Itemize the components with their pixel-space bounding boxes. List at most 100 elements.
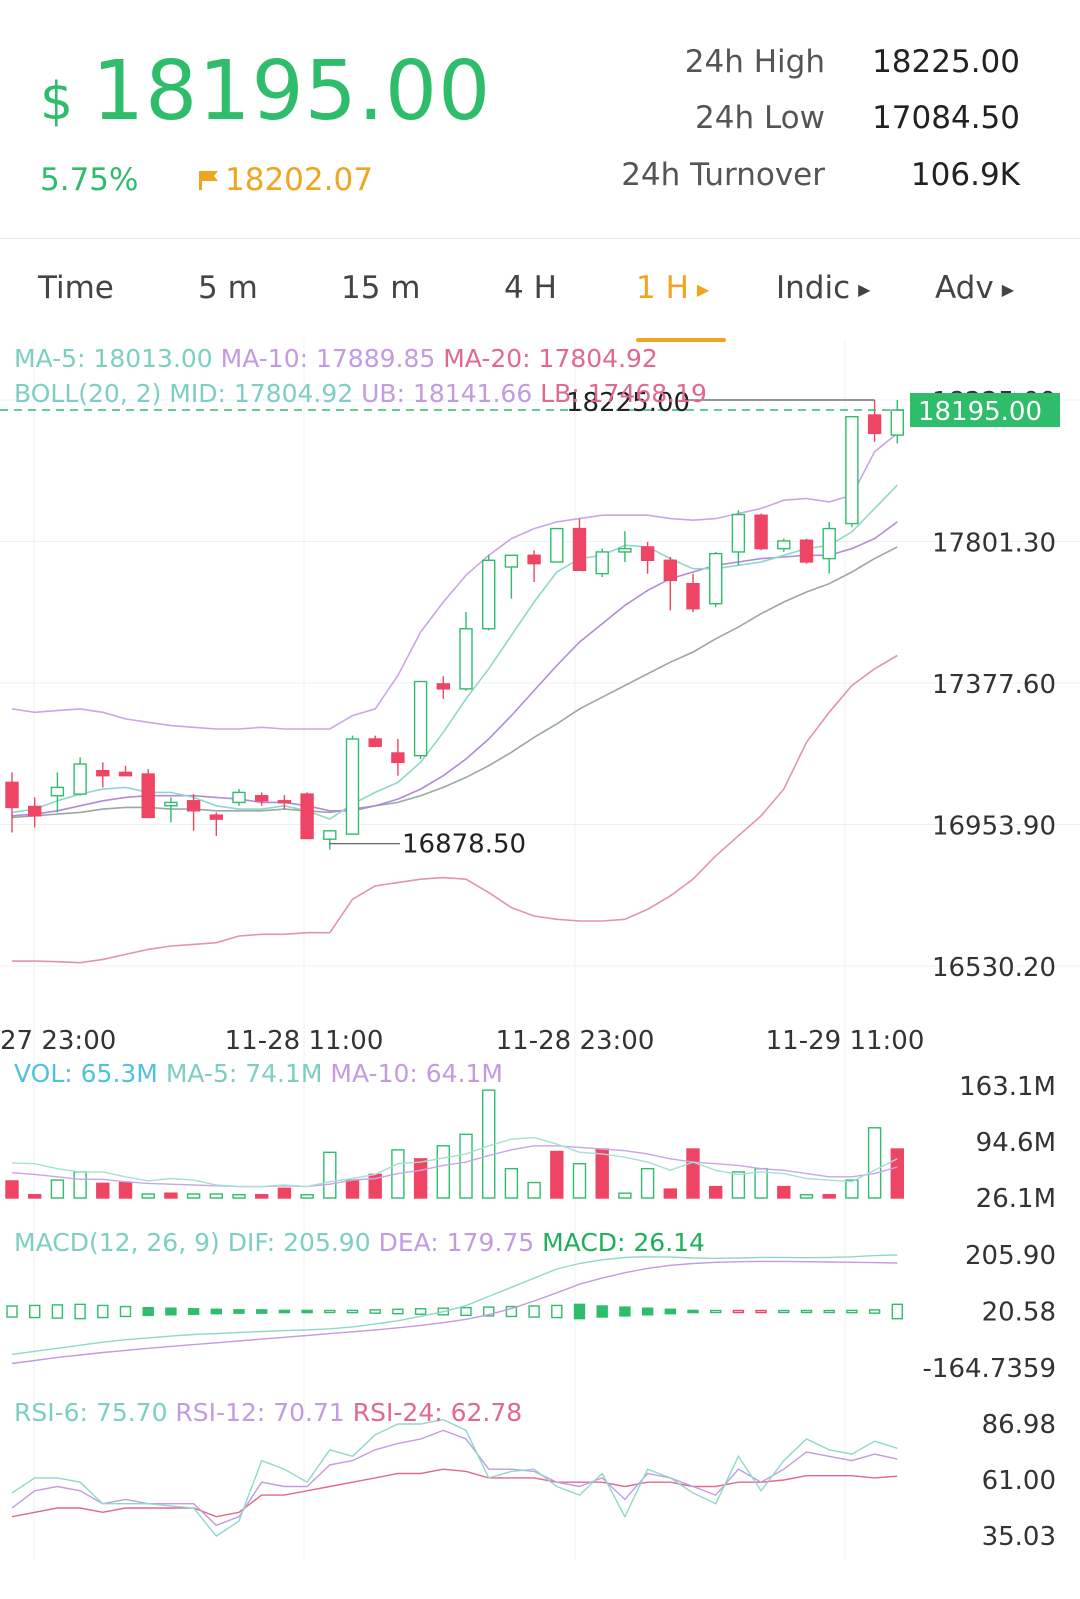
volume-bar xyxy=(663,1188,677,1199)
tab-label: Time xyxy=(38,270,114,306)
current-price-tag-label: 18195.00 xyxy=(918,397,1042,427)
tab-15m[interactable]: 15 m xyxy=(341,270,421,306)
candle-body xyxy=(186,800,201,812)
volume-bar xyxy=(436,1145,450,1199)
tab-adv[interactable]: Adv ▶ xyxy=(935,270,1014,306)
x-axis-tick-label: 27 23:00 xyxy=(0,1026,116,1056)
candle-body xyxy=(527,554,541,565)
volume-bar xyxy=(890,1148,904,1199)
volume-bar xyxy=(640,1167,655,1199)
tab-time[interactable]: Time xyxy=(38,270,114,306)
volume-bar xyxy=(96,1182,110,1199)
candle-body xyxy=(413,680,428,757)
vol-legend-item: MA-5: 74.1M xyxy=(158,1059,323,1088)
ma10-line xyxy=(11,521,898,817)
tab-1h[interactable]: 1 H ▶ xyxy=(636,270,709,306)
tab-4h[interactable]: 4 H xyxy=(504,270,557,306)
candle-body xyxy=(709,552,723,605)
currency-symbol: $ xyxy=(40,72,74,132)
macd-histogram-bar xyxy=(823,1309,835,1314)
volume-bar xyxy=(686,1148,700,1199)
candle-body xyxy=(277,800,292,804)
y-axis-tick-label: 16953.90 xyxy=(932,812,1056,842)
tab-5m[interactable]: 5 m xyxy=(198,270,258,306)
current-price-tag xyxy=(910,393,1060,428)
macd-histogram-bar xyxy=(278,1309,291,1314)
macd-histogram-bar xyxy=(29,1304,41,1319)
volume-bar xyxy=(50,1179,65,1199)
tab-label: 15 m xyxy=(341,270,421,306)
caret-right-icon: ▶ xyxy=(1001,280,1014,299)
candle-body xyxy=(323,830,337,840)
volume-bar xyxy=(118,1181,133,1199)
volume-bar xyxy=(550,1150,564,1199)
macd-histogram-bar xyxy=(460,1306,472,1317)
ma-legend-item: MA-10: 17889.85 xyxy=(213,344,436,373)
volume-bar xyxy=(799,1194,814,1199)
candle-body xyxy=(595,551,609,575)
candle-body xyxy=(731,513,746,553)
candle-body xyxy=(754,514,768,550)
macd-histogram-bar xyxy=(573,1303,586,1320)
volume-bar xyxy=(595,1148,609,1199)
macd-histogram-bar xyxy=(687,1309,699,1314)
candle-body xyxy=(118,771,133,777)
tab-indic[interactable]: Indic ▶ xyxy=(776,270,870,306)
volume-bar xyxy=(527,1181,541,1199)
vol-axis-tick-label: 26.1M xyxy=(976,1184,1056,1214)
macd-histogram-bar xyxy=(392,1308,404,1315)
macd-dif-line xyxy=(11,1254,898,1356)
tab-label: 4 H xyxy=(504,270,557,306)
candle-body xyxy=(73,763,87,795)
macd-histogram-bar xyxy=(846,1309,858,1314)
macd-legend: MACD(12, 26, 9) DIF: 205.90 DEA: 179.75 … xyxy=(14,1228,705,1257)
volume-bar xyxy=(845,1179,859,1199)
ma-legend-item: MA-5: 18013.00 xyxy=(14,344,213,373)
macd-histogram-bar xyxy=(369,1309,381,1314)
vol-ma10-line xyxy=(11,1145,898,1188)
volume-bar xyxy=(277,1187,292,1199)
stat-label: 24h Low xyxy=(695,100,825,136)
macd-histogram-bar xyxy=(210,1308,223,1315)
volume-bar xyxy=(28,1194,42,1199)
stat-value: 18225.00 xyxy=(872,44,1020,80)
macd-histogram-bar xyxy=(233,1309,245,1314)
macd-histogram-bar xyxy=(891,1303,903,1320)
rsi6-line xyxy=(11,1418,898,1538)
candle-body xyxy=(686,582,700,610)
low-marker-label: 16878.50 xyxy=(402,830,526,860)
ma5-line xyxy=(11,484,898,820)
macd-histogram-bar xyxy=(710,1309,722,1314)
volume-bar xyxy=(186,1193,201,1199)
y-axis-tick-label: 16530.20 xyxy=(932,953,1056,983)
vol-axis-tick-label: 94.6M xyxy=(976,1128,1056,1158)
candle-body xyxy=(890,409,904,436)
macd-axis-tick-label: 20.58 xyxy=(982,1298,1056,1328)
last-price: 18195.00 xyxy=(92,44,492,139)
candle-body xyxy=(50,786,65,797)
macd-histogram-bar xyxy=(165,1307,177,1316)
macd-histogram-bar xyxy=(868,1309,881,1314)
rsi-legend-item: RSI-12: 70.71 xyxy=(167,1398,344,1427)
boll-legend-item: LB: 17468.19 xyxy=(532,379,707,408)
macd-histogram-bar xyxy=(732,1309,745,1314)
candle-body xyxy=(777,540,791,550)
vol-ma5-line xyxy=(11,1136,898,1188)
macd-histogram-bar xyxy=(755,1309,767,1314)
volume-bar xyxy=(5,1180,19,1199)
macd-legend-item: MACD(12, 26, 9) DIF: 205.90 xyxy=(14,1228,371,1257)
rsi-axis-tick-label: 35.03 xyxy=(982,1522,1056,1552)
candle-body xyxy=(459,628,473,690)
volume-bar xyxy=(254,1194,269,1199)
candle-body xyxy=(799,539,814,563)
boll-upper-line xyxy=(11,432,898,730)
tab-label: 5 m xyxy=(198,270,258,306)
candle-body xyxy=(663,559,677,582)
macd-histogram-bar xyxy=(505,1305,518,1318)
ma-legend: MA-5: 18013.00 MA-10: 17889.85 MA-20: 17… xyxy=(14,344,658,373)
candle-body xyxy=(164,801,178,807)
x-axis-tick-label: 11-29 11:00 xyxy=(766,1026,925,1056)
macd-histogram-bar xyxy=(324,1309,336,1314)
macd-histogram-bar xyxy=(551,1304,563,1319)
